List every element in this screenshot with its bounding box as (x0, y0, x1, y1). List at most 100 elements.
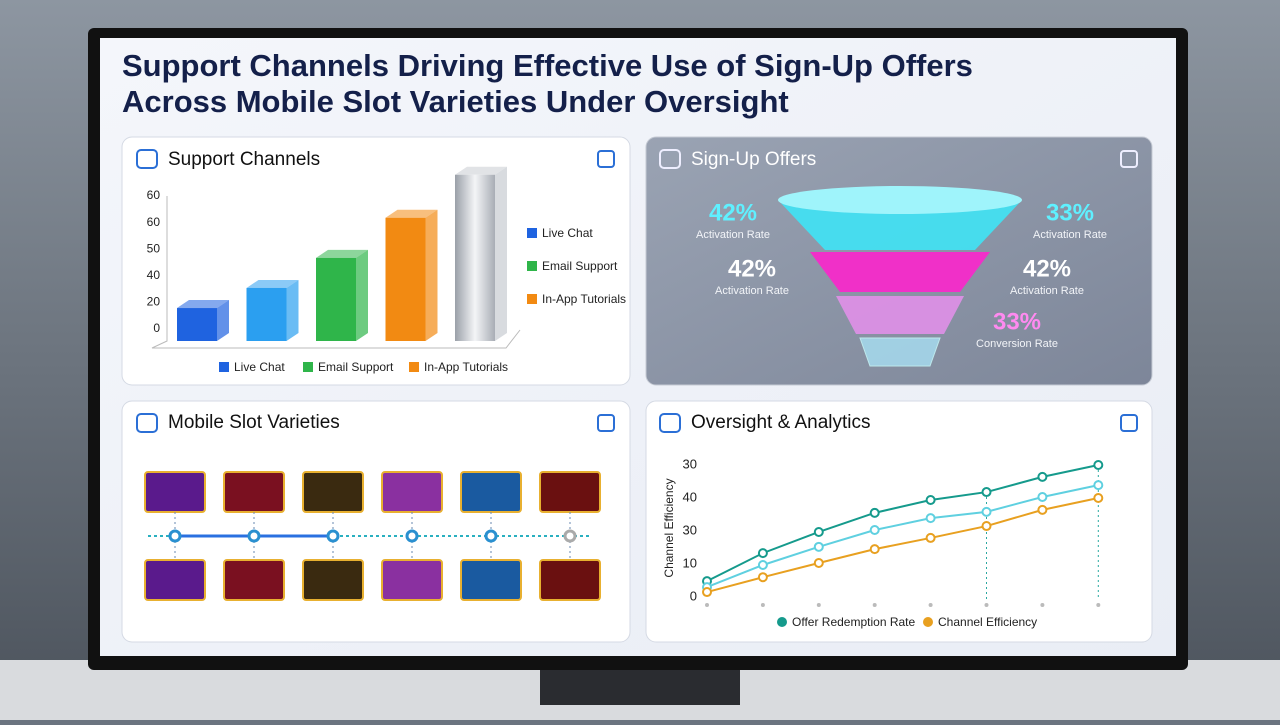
bar (455, 174, 495, 341)
point (1037, 492, 1048, 503)
slot-thumbnail (302, 471, 364, 513)
line (706, 497, 1099, 594)
bar-side (425, 209, 438, 341)
x-tick (1040, 603, 1045, 607)
panel-title: Sign-Up Offers (691, 149, 816, 170)
point (925, 513, 936, 524)
slot-thumbnail (381, 559, 443, 601)
panel-icon (659, 149, 681, 169)
timeline-node (405, 529, 419, 543)
point (1037, 504, 1048, 515)
slot-thumbnail (460, 471, 522, 513)
timeline-node (484, 529, 498, 543)
x-tick (984, 603, 989, 607)
legend-swatch (923, 617, 933, 627)
legend-label: Live Chat (542, 226, 593, 240)
bar-top (246, 279, 299, 288)
legend-swatch (303, 362, 313, 372)
legend-swatch (777, 617, 787, 627)
axis (151, 196, 521, 349)
point (869, 507, 880, 518)
point (813, 526, 824, 537)
funnel-stage (859, 337, 941, 367)
funnel-rim (778, 186, 1022, 214)
funnel-label: Activation Rate (1010, 285, 1084, 297)
panel-title: Mobile Slot Varieties (168, 412, 340, 433)
point (1093, 480, 1104, 491)
panel-title: Oversight & Analytics (691, 412, 871, 433)
timeline-node (168, 529, 182, 543)
slot-thumbnail (144, 559, 206, 601)
y-axis-label: Channel Efficiency (662, 478, 676, 577)
panel-title: Support Channels (168, 149, 320, 170)
point (925, 494, 936, 505)
point (981, 487, 992, 498)
legend-swatch (527, 261, 537, 271)
point (981, 506, 992, 517)
point (981, 521, 992, 532)
y-tick-label: 60 (147, 188, 161, 202)
point (1093, 493, 1104, 503)
legend-swatch (527, 228, 537, 238)
monitor-stand (540, 665, 740, 705)
point (813, 541, 824, 552)
funnel (778, 186, 1022, 367)
point (757, 548, 768, 559)
funnel-value: 42% (728, 255, 776, 282)
bar-side (217, 300, 229, 341)
panel-icon (136, 149, 158, 169)
bar (385, 217, 426, 341)
slot-thumbnail (381, 471, 443, 513)
point (1093, 460, 1104, 470)
y-tick-label: 20 (147, 295, 161, 309)
slot-thumbnail (144, 471, 206, 513)
point (757, 559, 768, 570)
x-tick (872, 603, 877, 607)
panel (121, 400, 631, 643)
point (813, 558, 824, 569)
y-tick-label: 30 (683, 522, 697, 537)
x-tick (705, 603, 709, 607)
title-line: Support Channels Driving Effective Use o… (122, 48, 973, 83)
legend-label: Email Support (542, 259, 618, 273)
funnel-label: Activation Rate (715, 285, 789, 297)
timeline-node (247, 529, 261, 543)
timeline-node (563, 529, 577, 543)
y-tick-label: 10 (683, 555, 697, 570)
expand-button[interactable] (597, 150, 615, 168)
expand-button[interactable] (1120, 414, 1138, 432)
line (706, 464, 1099, 583)
x-tick (928, 603, 933, 607)
legend-swatch (219, 362, 229, 372)
title-line: Across Mobile Slot Varieties Under Overs… (122, 84, 789, 119)
y-tick-label: 50 (147, 241, 161, 255)
bar-side (356, 249, 368, 341)
point (869, 525, 880, 536)
bar-top (316, 249, 368, 258)
expand-button[interactable] (597, 414, 615, 432)
line (706, 484, 1099, 589)
bar-top (385, 209, 438, 218)
y-tick-label: 0 (153, 321, 160, 335)
panel (645, 400, 1153, 643)
y-tick-label: 0 (690, 588, 697, 603)
funnel-stage (810, 252, 990, 292)
legend-label: In-App Tutorials (424, 360, 508, 374)
expand-button[interactable] (1120, 150, 1138, 168)
bar-top (455, 166, 507, 175)
timeline-node (326, 529, 340, 543)
legend-swatch (527, 294, 537, 304)
y-tick-label: 30 (683, 456, 697, 471)
panel-icon (136, 413, 158, 433)
slot-thumbnail (460, 559, 522, 601)
legend-label: Offer Redemption Rate (792, 615, 916, 629)
y-tick-label: 60 (147, 215, 161, 229)
point (1037, 471, 1048, 482)
funnel-label: Conversion Rate (976, 338, 1058, 350)
slot-thumbnail (539, 471, 601, 513)
x-tick (760, 603, 765, 607)
bar (246, 287, 287, 341)
y-tick-label: 40 (683, 489, 697, 504)
point (925, 532, 936, 543)
